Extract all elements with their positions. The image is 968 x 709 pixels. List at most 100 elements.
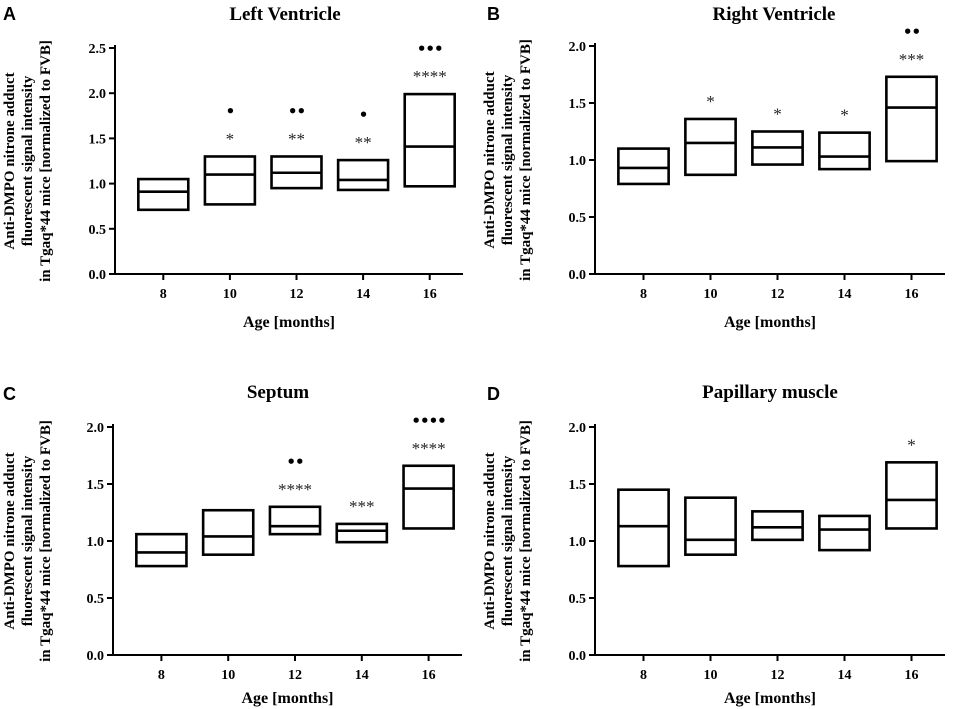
chart-b-ylabel-line: fluorescent signal intensity: [500, 74, 516, 245]
chart-c-significance-dots: ••: [286, 453, 303, 471]
chart-c-box: [201, 508, 255, 556]
chart-d-ytick-label: 1.0: [569, 535, 587, 550]
chart-d-box: [751, 510, 804, 542]
chart-a-significance-stars: *: [226, 129, 235, 148]
chart-b-xlabel: Age [months]: [724, 314, 816, 331]
chart-a-ytick-label: 2.5: [89, 42, 107, 57]
chart-d-box: [885, 461, 938, 530]
chart-a-xtick-label: 14: [356, 287, 370, 302]
chart-b-xtick-label: 8: [640, 287, 647, 302]
chart-b-ylabel-line: in Tgaq*44 mice [normalized to FVB]: [518, 39, 534, 281]
chart-c-ylabel-line: in Tgaq*44 mice [normalized to FVB]: [38, 420, 54, 662]
chart-b-ytick-label: 1.5: [569, 97, 587, 112]
chart-a-significance-stars: ****: [413, 67, 447, 86]
chart-b-title: Right Ventricle: [713, 4, 836, 25]
chart-c-xtick-label: 12: [288, 668, 302, 683]
chart-b-xtick-label: 14: [838, 287, 852, 302]
chart-a-xlabel: Age [months]: [243, 314, 335, 331]
chart-b-ylabel-line: Anti-DMPO nitrone adduct: [482, 71, 498, 248]
chart-d-box: [617, 488, 670, 568]
chart-b-box: [617, 147, 670, 186]
chart-a-ytick-label: 0.0: [89, 268, 107, 283]
chart-a-xtick-label: 12: [290, 287, 304, 302]
chart-a-ytick-label: 1.0: [89, 178, 107, 193]
chart-d-box: [684, 496, 737, 556]
chart-d-xtick-label: 10: [704, 668, 718, 683]
chart-a-ytick-label: 0.5: [89, 223, 107, 238]
chart-a-significance-stars: **: [288, 129, 305, 148]
chart-b-box: [885, 75, 938, 163]
chart-c-box: [135, 532, 188, 568]
chart-c-xlabel: Age [months]: [242, 690, 334, 707]
chart-b-ytick-label: 0.0: [569, 268, 587, 283]
chart-d-xtick-label: 14: [838, 668, 852, 683]
chart-c-xtick-label: 16: [422, 668, 436, 683]
chart-c-box: [268, 505, 322, 536]
chart-a-significance-dots: •••: [417, 40, 443, 58]
chart-c-ytick-label: 0.5: [87, 592, 105, 607]
chart-a-box: [403, 92, 456, 188]
chart-a-xtick-label: 10: [223, 287, 237, 302]
chart-d-ytick-label: 0.0: [569, 649, 587, 664]
chart-d-significance-stars: *: [907, 435, 916, 454]
chart-a-ylabel-line: Anti-DMPO nitrone adduct: [2, 72, 18, 249]
chart-b-significance-stars: *: [840, 106, 849, 125]
chart-a-significance-dots: •: [226, 102, 235, 120]
chart-b-significance-stars: ***: [899, 50, 925, 69]
chart-d-ylabel-line: fluorescent signal intensity: [500, 455, 516, 626]
chart-d-ytick-label: 1.5: [569, 478, 587, 493]
chart-c-box: [402, 464, 455, 530]
chart-b-xtick-label: 10: [704, 287, 718, 302]
chart-c-significance-stars: ***: [349, 497, 375, 516]
chart-d-ylabel-line: Anti-DMPO nitrone adduct: [482, 452, 498, 629]
chart-b-box: [684, 117, 737, 177]
chart-b-box: [818, 131, 871, 171]
chart-c-ytick-label: 1.0: [87, 535, 105, 550]
chart-a-title: Left Ventricle: [229, 4, 340, 25]
chart-a-significance-stars: **: [355, 133, 372, 152]
chart-a-box: [203, 155, 257, 206]
chart-a-box: [137, 177, 190, 212]
chart-c-panel-letter: C: [3, 384, 16, 404]
chart-b-ytick-label: 0.5: [569, 211, 587, 226]
chart-b-ytick-label: 2.0: [569, 40, 587, 55]
chart-b-significance-dots: ••: [903, 23, 920, 41]
chart-d-xtick-label: 8: [640, 668, 647, 683]
chart-d-ytick-label: 2.0: [569, 421, 587, 436]
chart-b-significance-stars: *: [706, 92, 715, 111]
chart-c-ytick-label: 0.0: [87, 649, 105, 664]
chart-d-title: Papillary muscle: [702, 382, 838, 403]
chart-a-panel-letter: A: [3, 4, 16, 24]
chart-b-xtick-label: 12: [771, 287, 785, 302]
chart-b-significance-stars: *: [773, 105, 782, 124]
chart-a-significance-dots: ••: [288, 102, 305, 120]
chart-c-title: Septum: [247, 382, 309, 403]
chart-a-ytick-label: 2.0: [89, 87, 107, 102]
chart-c-box: [335, 522, 389, 544]
chart-b-ytick-label: 1.0: [569, 154, 587, 169]
chart-c-ytick-label: 1.5: [87, 478, 105, 493]
chart-a-axes: [114, 45, 463, 275]
chart-a-xtick-label: 8: [160, 287, 167, 302]
chart-c-significance-stars: ****: [412, 439, 446, 458]
chart-a-ylabel-line: fluorescent signal intensity: [20, 75, 36, 246]
chart-a-xtick-label: 16: [423, 287, 437, 302]
chart-b-panel-letter: B: [487, 4, 500, 24]
chart-c-xtick-label: 8: [158, 668, 165, 683]
chart-d-xtick-label: 12: [771, 668, 785, 683]
chart-d-xlabel: Age [months]: [724, 690, 816, 707]
chart-d-ylabel-line: in Tgaq*44 mice [normalized to FVB]: [518, 420, 534, 662]
chart-d-box: [818, 514, 871, 552]
chart-c-ylabel-line: fluorescent signal intensity: [20, 455, 36, 626]
chart-c-significance-stars: ****: [278, 480, 312, 499]
chart-d-panel-letter: D: [487, 384, 500, 404]
chart-c-xtick-label: 10: [221, 668, 235, 683]
chart-d-ytick-label: 0.5: [569, 592, 587, 607]
chart-c-xtick-label: 14: [355, 668, 369, 683]
chart-c-significance-dots: ••••: [411, 412, 445, 430]
chart-c-ytick-label: 2.0: [87, 421, 105, 436]
chart-a-ylabel-line: in Tgaq*44 mice [normalized to FVB]: [38, 40, 54, 282]
chart-d-xtick-label: 16: [905, 668, 919, 683]
chart-c-ylabel-line: Anti-DMPO nitrone adduct: [2, 452, 18, 629]
